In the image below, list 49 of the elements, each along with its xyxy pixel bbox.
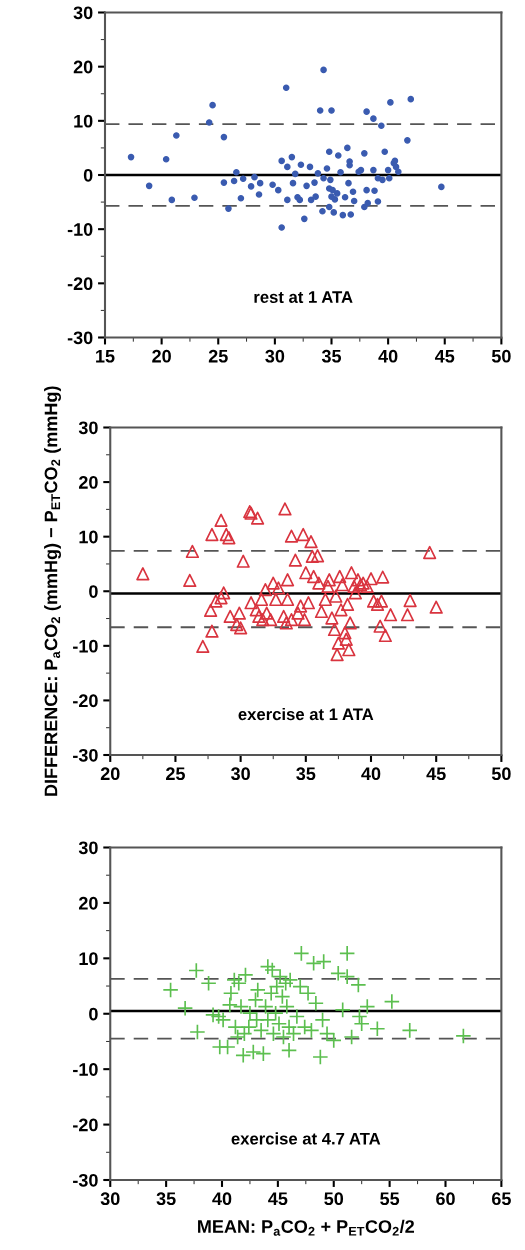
- x-tick-label: 20: [152, 349, 171, 363]
- y-tick-label: 20: [78, 896, 98, 910]
- y-tick-label: -20: [73, 1118, 98, 1132]
- x-tick-label: 30: [100, 1192, 120, 1206]
- y-tick-label: -30: [73, 1173, 98, 1187]
- x-tick-label: 40: [361, 767, 381, 781]
- y-tick-label: 30: [78, 421, 98, 435]
- annotation: exercise at 1 ATA: [238, 707, 374, 721]
- y-tick-label: 30: [78, 841, 98, 855]
- y-tick-label: -10: [73, 639, 98, 653]
- x-tick-label: 30: [231, 767, 250, 781]
- x-tick-label: 35: [321, 349, 342, 363]
- y-tick-label: 10: [79, 952, 98, 966]
- y-tick-label: 20: [73, 60, 93, 74]
- y-tick-label: -30: [73, 748, 98, 762]
- x-tick-label: 40: [378, 349, 398, 363]
- x-tick-label: 55: [380, 1192, 400, 1206]
- x-tick-label: 35: [156, 1192, 176, 1206]
- y-tick-label: 20: [78, 476, 98, 489]
- annotation: rest at 1 ATA: [254, 291, 353, 303]
- y-tick-label: -10: [67, 223, 93, 236]
- x-tick-label: 45: [426, 767, 446, 781]
- annotation: exercise at 4.7 ATA: [231, 1132, 381, 1145]
- y-tick-label: -20: [67, 277, 93, 291]
- x-tick-label: 50: [491, 349, 511, 363]
- x-tick-label: 30: [265, 349, 285, 363]
- x-tick-label: 40: [212, 1192, 232, 1206]
- y-tick-label: -30: [67, 331, 93, 345]
- y-tick-label: 30: [73, 6, 93, 20]
- x-tick-label: 50: [491, 767, 511, 781]
- y-tick-label: 0: [83, 168, 93, 182]
- y-tick-label: 0: [89, 585, 98, 598]
- y-tick-label: 0: [89, 1007, 98, 1021]
- x-tick-label: 45: [434, 349, 455, 363]
- x-tick-label: 15: [96, 349, 115, 363]
- x-tick-label: 45: [268, 1192, 288, 1206]
- x-tick-label: 35: [296, 767, 316, 781]
- x-tick-label: 50: [324, 1192, 344, 1206]
- x-tick-label: 25: [208, 349, 228, 363]
- y-tick-label: -10: [73, 1063, 98, 1076]
- text: DIFFERENCE: P$_{a}$CO$_{2}$ (mmHg) − P$_{ET}$CO$_{2}$ (mmHg): [44, 386, 61, 796]
- x-tick-label: 20: [100, 767, 120, 781]
- y-tick-label: -20: [73, 694, 98, 708]
- text: MEAN: P$_{a}$CO$_{2}$ + P$_{ET}$CO$_{2}$/2: [198, 1219, 415, 1236]
- y-tick-label: 10: [74, 114, 93, 128]
- x-tick-label: 25: [166, 767, 185, 781]
- x-tick-label: 65: [491, 1192, 511, 1206]
- x-tick-label: 60: [436, 1192, 455, 1206]
- y-tick-label: 10: [79, 530, 98, 544]
